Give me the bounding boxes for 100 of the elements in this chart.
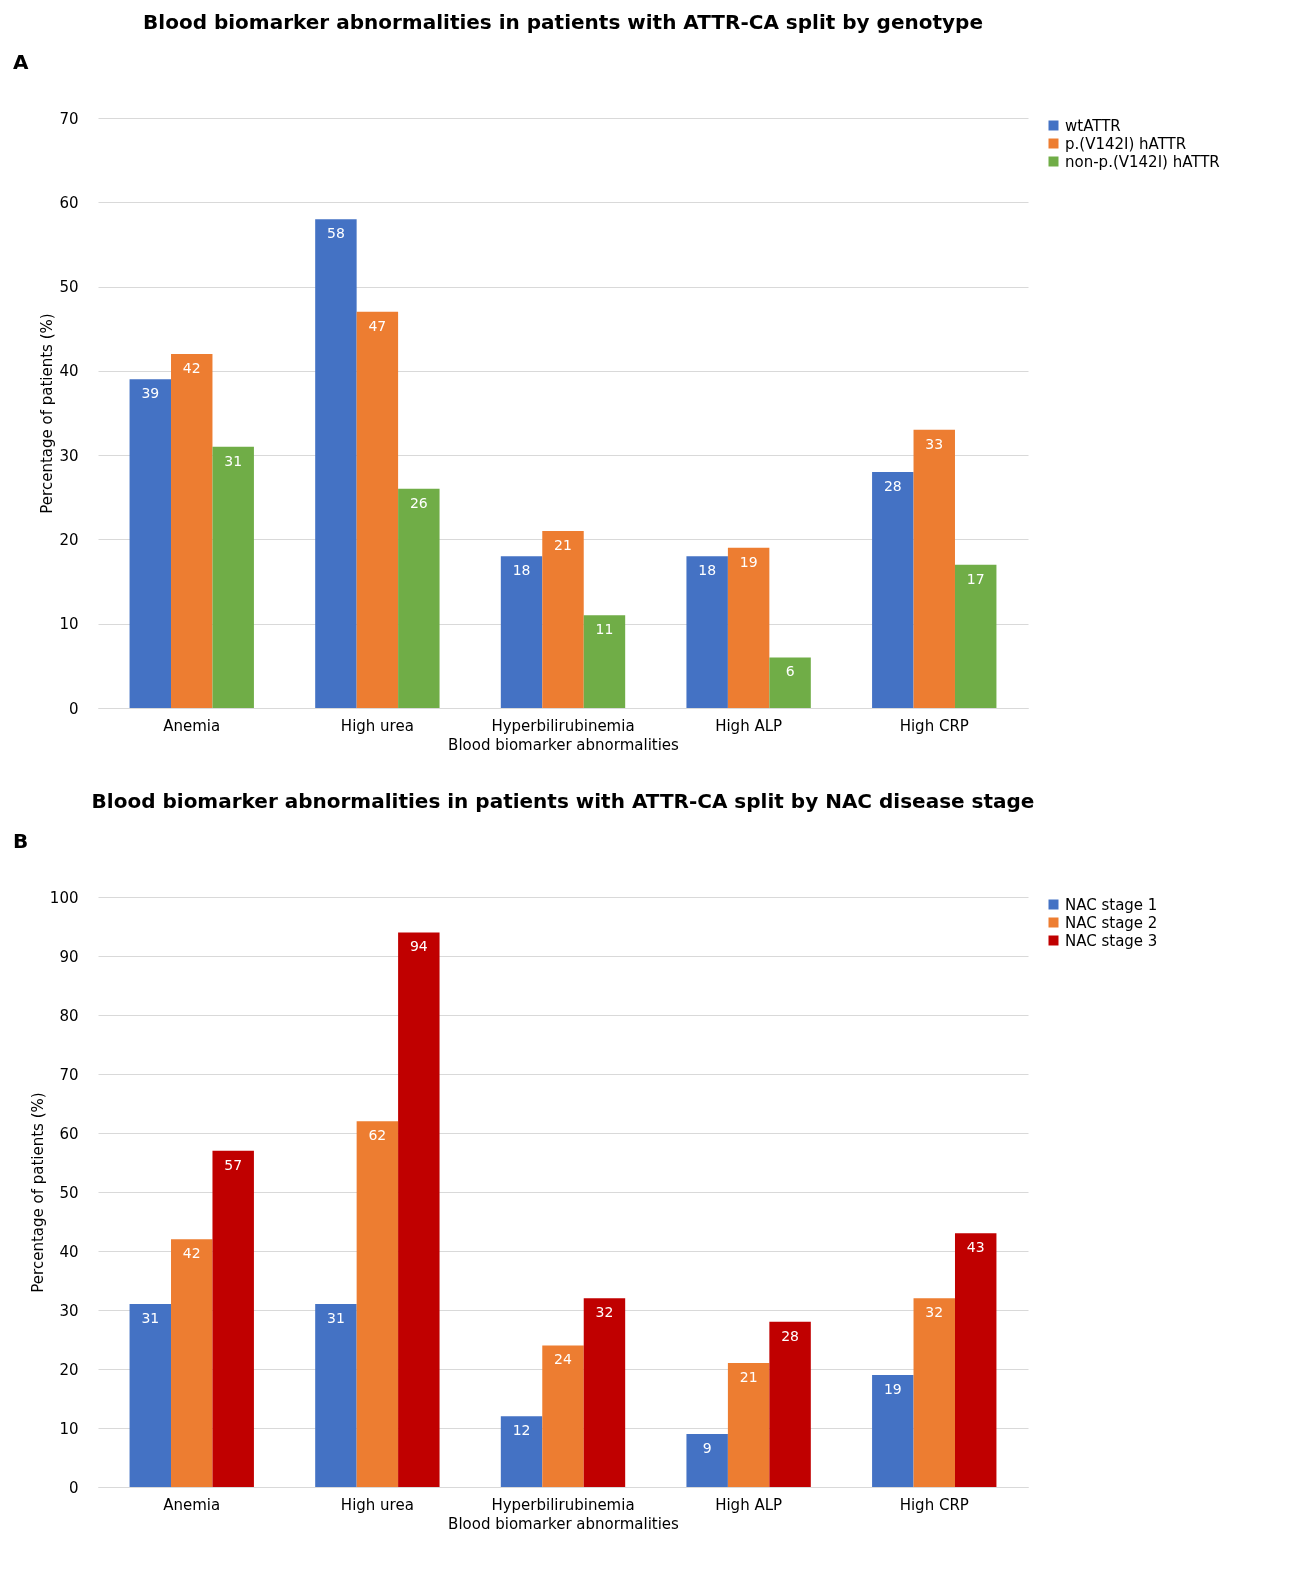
data-label: 31 — [327, 1310, 345, 1327]
y-tick-label: 100 — [49, 888, 79, 907]
x-tick-label: Anemia — [163, 1495, 221, 1514]
bar — [769, 1321, 811, 1487]
legend-label: NAC stage 2 — [1065, 913, 1158, 932]
x-tick-label: High urea — [340, 1495, 414, 1514]
data-label: 31 — [224, 452, 243, 469]
bar — [500, 1416, 543, 1487]
x-tick-label: High ALP — [715, 716, 783, 735]
data-label: 58 — [327, 225, 345, 242]
x-tick-label: Anemia — [163, 716, 221, 735]
y-tick-label: 30 — [59, 1301, 79, 1320]
x-tick-label: High CRP — [899, 1495, 969, 1514]
bar — [686, 1433, 728, 1487]
y-tick-label: 0 — [68, 699, 79, 718]
chart-title: Blood biomarker abnormalities in patients with ATTR-CA split by NAC disease stage — [91, 789, 1035, 813]
legend-label: wtATTR — [1065, 116, 1121, 135]
legend-label: NAC stage 1 — [1065, 895, 1158, 914]
x-tick-label: High CRP — [899, 716, 969, 735]
y-axis-title: Percentage of patients (%) — [28, 1092, 47, 1293]
bar — [583, 1298, 626, 1487]
data-label: 21 — [739, 1369, 758, 1386]
x-axis-title: Blood biomarker abnormalities — [448, 1514, 680, 1533]
bar — [954, 1233, 997, 1487]
text: A — [13, 50, 29, 74]
data-label: 17 — [966, 570, 985, 587]
legend-label: p.(V142I) hATTR — [1065, 134, 1187, 153]
y-tick-label: 50 — [59, 1183, 79, 1202]
legend-label: NAC stage 3 — [1065, 931, 1158, 950]
x-axis-title: Blood biomarker abnormalities — [448, 735, 680, 754]
y-tick-label: 70 — [59, 109, 79, 128]
y-tick-label: 80 — [59, 1006, 79, 1025]
y-tick-label: 40 — [59, 1242, 79, 1261]
data-label: 31 — [141, 1310, 160, 1327]
data-label: 39 — [141, 385, 160, 402]
bar — [542, 531, 584, 708]
chart-title: Blood biomarker abnormalities in patients with ATTR-CA split by genotype — [143, 10, 983, 34]
bar — [727, 1363, 770, 1487]
bar — [212, 446, 254, 708]
bar — [212, 1150, 254, 1487]
data-label: 9 — [702, 1439, 712, 1456]
y-tick-label: 60 — [59, 193, 79, 212]
y-tick-label: 0 — [68, 1478, 79, 1497]
bar — [129, 379, 172, 708]
bar — [315, 1304, 357, 1487]
bar — [398, 932, 440, 1487]
y-tick-label: 50 — [59, 278, 79, 297]
y-tick-label: 10 — [59, 615, 79, 634]
bar — [171, 1239, 213, 1487]
text: B — [13, 829, 29, 853]
y-tick-label: 20 — [59, 530, 79, 549]
bar — [398, 488, 440, 708]
data-label: 19 — [739, 553, 758, 570]
bar — [315, 219, 357, 708]
y-tick-label: 70 — [59, 1065, 79, 1084]
data-label: 18 — [512, 562, 531, 579]
bar — [872, 1374, 914, 1487]
bar — [727, 547, 770, 708]
bar — [171, 354, 213, 708]
data-label: 47 — [368, 317, 387, 334]
y-tick-label: 40 — [59, 362, 79, 381]
bar — [542, 1345, 584, 1487]
bar — [913, 429, 955, 708]
y-tick-label: 60 — [59, 1124, 79, 1143]
data-label: 42 — [182, 360, 201, 376]
data-label: 26 — [409, 494, 428, 511]
bar — [686, 556, 728, 708]
data-label: 32 — [925, 1304, 944, 1321]
data-label: 28 — [883, 478, 902, 494]
data-label: 18 — [698, 562, 717, 579]
data-label: 42 — [182, 1245, 201, 1262]
x-tick-label: High urea — [340, 716, 414, 735]
y-tick-label: 10 — [59, 1419, 79, 1438]
data-label: 6 — [785, 663, 795, 680]
data-label: 32 — [595, 1304, 614, 1321]
bar — [129, 1304, 172, 1487]
bar — [913, 1298, 955, 1487]
bar — [356, 311, 399, 708]
y-tick-label: 20 — [59, 1360, 79, 1379]
bar — [769, 657, 811, 708]
legend-label: non-p.(V142I) hATTR — [1065, 152, 1220, 171]
data-label: 33 — [925, 435, 944, 452]
data-label: 43 — [966, 1239, 985, 1256]
data-label: 19 — [883, 1380, 902, 1397]
data-label: 21 — [554, 537, 572, 553]
bar — [954, 564, 997, 708]
x-tick-label: Hyperbilirubinemia — [491, 716, 635, 735]
bar — [500, 556, 543, 708]
data-label: 94 — [409, 938, 428, 955]
y-tick-label: 30 — [59, 446, 79, 465]
bar — [356, 1121, 399, 1487]
data-label: 11 — [595, 621, 614, 638]
data-label: 62 — [368, 1127, 387, 1144]
bar — [583, 615, 626, 708]
y-axis-title: Percentage of patients (%) — [38, 313, 57, 514]
data-label: 24 — [554, 1351, 572, 1368]
x-tick-label: High ALP — [715, 1495, 783, 1514]
data-label: 12 — [512, 1422, 531, 1439]
data-label: 57 — [224, 1156, 243, 1173]
y-tick-label: 90 — [59, 947, 79, 966]
